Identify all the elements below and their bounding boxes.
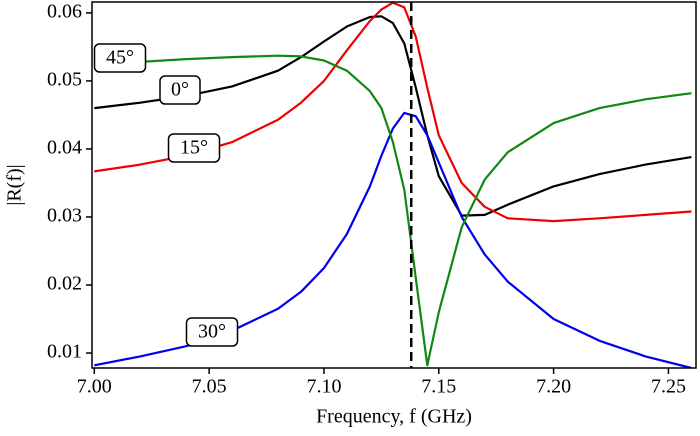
y-tick-label: 0.02 xyxy=(47,273,82,295)
x-tick-label: 7.15 xyxy=(421,376,456,398)
y-axis-label: |R(f)| xyxy=(4,164,26,205)
x-axis-label: Frequency, f (GHz) xyxy=(316,406,472,428)
y-tick-label: 0.06 xyxy=(47,0,82,22)
x-tick-label: 7.20 xyxy=(536,376,571,398)
series-label: 45° xyxy=(106,47,134,69)
y-tick-label: 0.03 xyxy=(47,205,82,227)
series-label: 30° xyxy=(198,321,226,343)
series-label-box xyxy=(185,317,239,347)
y-tick-label: 0.05 xyxy=(47,69,82,91)
series-line xyxy=(94,54,692,367)
x-tick-label: 7.00 xyxy=(77,376,112,398)
x-tick-label: 7.25 xyxy=(651,376,686,398)
series-line xyxy=(94,2,692,223)
x-tick-label: 7.05 xyxy=(192,376,227,398)
series-label-box xyxy=(167,133,221,163)
plot-frame xyxy=(91,1,697,369)
y-tick-label: 0.04 xyxy=(47,137,82,159)
series-line xyxy=(94,111,692,368)
series-line xyxy=(94,15,692,217)
series-label-box xyxy=(159,75,201,105)
series-label: 0° xyxy=(171,79,189,101)
y-tick-label: 0.01 xyxy=(47,341,82,363)
x-tick-label: 7.10 xyxy=(306,376,341,398)
series-label: 15° xyxy=(180,137,208,159)
series-label-box xyxy=(93,43,147,73)
